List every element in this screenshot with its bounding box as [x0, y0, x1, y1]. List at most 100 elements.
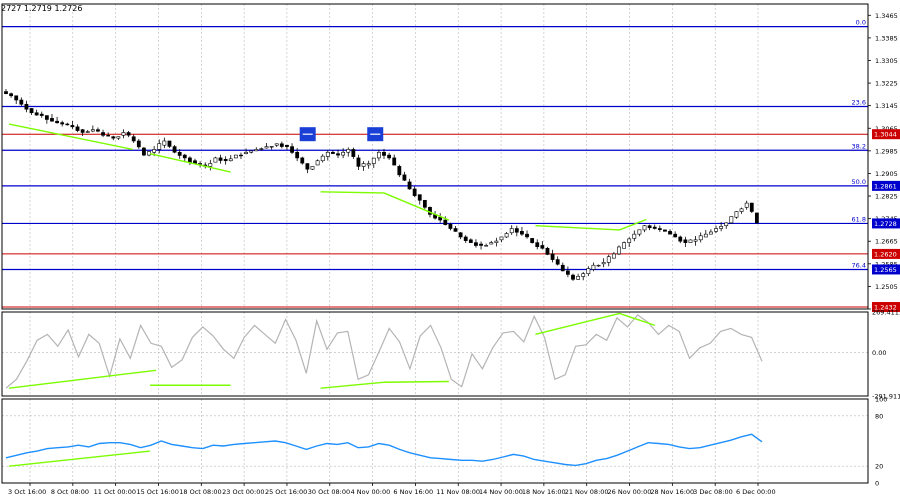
candle-body [703, 233, 708, 238]
candle-body [729, 216, 734, 224]
pane-frame [1, 398, 869, 484]
candle-body [474, 242, 478, 246]
candle-body [116, 136, 121, 139]
candle-body [24, 103, 29, 110]
trendline [149, 152, 231, 173]
candle-body [198, 163, 203, 165]
candle-body [407, 181, 412, 190]
candle-body [239, 154, 243, 157]
x-tick-label: 6 Dec 00:00 [736, 488, 776, 496]
candle-body [44, 115, 49, 120]
candle-body [555, 259, 560, 265]
candle-body [739, 208, 744, 212]
pane-frame [1, 3, 869, 310]
x-tick-label: 23 Oct 00:00 [222, 488, 264, 496]
candle-body [530, 238, 535, 243]
candle-body [351, 149, 356, 157]
fibonacci-levels: 0.0 23.6 38.2 50.0 61.8 76.4 [2, 19, 868, 271]
candle-body [264, 146, 269, 149]
candle-body [627, 238, 632, 243]
price-label: 1.2728 [874, 220, 897, 228]
candle-body [50, 118, 54, 122]
candle-body [371, 157, 376, 164]
price-trendlines [8, 123, 647, 231]
cci-line [5, 314, 763, 389]
candle-body [714, 228, 718, 232]
candle-body [601, 262, 606, 265]
candle-body [9, 93, 14, 97]
trendline [619, 218, 647, 231]
candle-body [719, 226, 724, 229]
rsi-trendlines [8, 450, 151, 467]
candle-body [754, 212, 759, 224]
candle-body [106, 135, 111, 137]
cci-pane [2, 312, 868, 389]
y-tick-label: 1.3145 [875, 102, 898, 110]
candle-body [96, 129, 100, 132]
candle-body [387, 154, 392, 159]
price-label: 1.3044 [874, 131, 897, 139]
candle-body [417, 194, 422, 201]
price-label: 1.2432 [874, 304, 897, 312]
x-tick-label: 6 Nov 16:00 [393, 488, 433, 496]
candle-body [126, 132, 131, 136]
candle-body [346, 149, 351, 153]
fib-level-label: 61.8 [852, 215, 866, 223]
candle-body [244, 151, 248, 154]
candle-body [223, 159, 228, 162]
candle-body [392, 157, 397, 166]
candle-body [279, 143, 284, 147]
cci-tick-label: -291.9114 [872, 393, 900, 401]
price-label-box [872, 129, 900, 140]
candle-body [438, 216, 443, 221]
candle-body [545, 247, 550, 255]
y-tick-label: 1.3225 [875, 80, 898, 88]
rsi-tick-label: 80 [875, 412, 883, 420]
candle-body [734, 211, 739, 218]
grid [29, 4, 759, 483]
x-tick-label: 11 Oct 00:00 [94, 488, 136, 496]
candle-body [254, 149, 259, 152]
candle-body [187, 157, 192, 163]
candle-body [55, 120, 59, 124]
candle-body [489, 242, 494, 245]
cci-tick-label: 0.00 [872, 349, 886, 357]
candle-body [85, 131, 90, 133]
candle-body [111, 136, 116, 139]
candle-body [70, 125, 75, 128]
x-tick-label: 21 Nov 08:00 [565, 488, 609, 496]
candle-body [39, 113, 44, 116]
header-quote: 2727 1.2719 1.2726 [1, 4, 82, 13]
trendline [8, 369, 157, 389]
candle-body [121, 132, 126, 136]
candle-body [341, 151, 346, 156]
candle-body [356, 157, 361, 167]
y-tick-label: 1.3465 [875, 12, 898, 20]
candle-body [596, 264, 601, 267]
candle-body [422, 199, 427, 208]
y-tick-label: 1.2985 [875, 147, 898, 155]
candle-body [617, 246, 621, 255]
candle-body [310, 166, 315, 170]
candle-body [693, 239, 698, 242]
candle-body [632, 233, 637, 239]
candle-body [448, 223, 453, 229]
trendline [619, 312, 656, 327]
pane-frame [1, 311, 869, 397]
candle-body [678, 236, 683, 242]
cci-tick-label: 269.4111 [872, 309, 900, 317]
rsi-line [5, 433, 763, 467]
x-tick-label: 28 Nov 16:00 [650, 488, 694, 496]
candle-body [101, 132, 105, 136]
y-tick-label: 1.2585 [875, 260, 898, 268]
candle-body [228, 158, 233, 162]
candle-body [402, 174, 407, 181]
y-tick-label: 1.3065 [875, 125, 898, 133]
x-tick-label: 26 Nov 00:00 [608, 488, 652, 496]
candle-body [642, 225, 647, 231]
x-tick-label: 15 Oct 16:00 [136, 488, 178, 496]
x-tick-label: 4 Nov 00:00 [351, 488, 391, 496]
candle-body [177, 151, 182, 156]
x-tick-label: 11 Nov 08:00 [436, 488, 480, 496]
